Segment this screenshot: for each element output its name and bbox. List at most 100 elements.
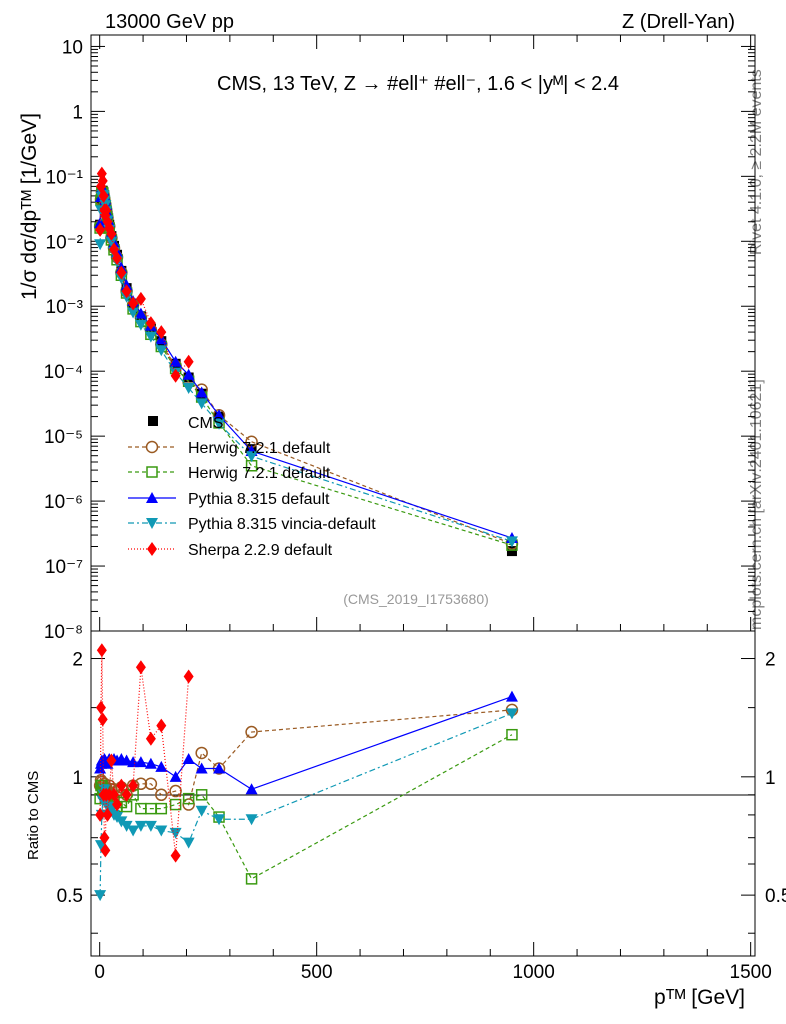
- ratio-data-point: [120, 820, 133, 832]
- ratio-data-point: [182, 837, 195, 849]
- main-data-point: [95, 222, 106, 237]
- legend-marker-cms: [148, 416, 158, 426]
- ratio-data-point: [505, 690, 518, 702]
- ratio-data-point: [144, 777, 158, 791]
- main-y-label: 1/σ dσ/dpᵀᴹ [1/GeV]: [18, 113, 41, 300]
- ratio-data-point: [135, 660, 146, 675]
- main-data-point: [135, 291, 146, 306]
- ratio-data-point: [182, 753, 195, 765]
- ratio-data-point: [95, 700, 106, 715]
- main-data-point: [134, 307, 147, 319]
- legend-label-pythia: Pythia 8.315 default: [188, 491, 330, 508]
- main-data-point: [182, 368, 195, 380]
- x-tick-label: 1500: [730, 962, 772, 983]
- legend-entry-pythia: Pythia 8.315 default: [128, 491, 330, 508]
- ratio-data-point: [245, 814, 258, 826]
- ratio-data-point: [94, 890, 107, 902]
- legend-label-sherpa: Sherpa 2.2.9 default: [188, 542, 333, 559]
- ratio-data-point: [155, 825, 168, 837]
- main-y-tick-label: 10⁻⁵: [44, 427, 83, 448]
- ratio-data-point: [134, 756, 147, 768]
- ratio-data-point: [155, 760, 168, 772]
- ratio-series-line: [99, 734, 513, 880]
- legend: CMS Herwig 7.2.1 default Herwig 7.2.1 de…: [128, 415, 376, 559]
- x-axis-label: pᵀᴹ [GeV]: [654, 986, 745, 1009]
- x-axis: 0 500 1000 1500: [94, 35, 772, 983]
- main-data-point: [144, 331, 157, 343]
- ratio-data-point: [145, 731, 156, 746]
- ratio-y-tick-label: 2: [72, 650, 83, 671]
- ratio-data-point: [245, 783, 258, 795]
- legend-marker-herwig-circle: [145, 440, 159, 454]
- legend-label-herwig-circle: Herwig 7.2.1 default: [188, 440, 331, 457]
- main-y-tick-label: 10⁻⁴: [44, 362, 83, 383]
- main-data-point: [183, 354, 194, 369]
- plot-title: CMS, 13 TeV, Z → #ell⁺ #ell⁻, 1.6 < |yᴹ|…: [217, 73, 619, 95]
- main-y-tick-label: 10⁻¹: [46, 167, 84, 188]
- main-data-point: [128, 296, 139, 311]
- ratio-data-point: [169, 798, 182, 811]
- main-series-line: [99, 173, 190, 377]
- main-data-point: [121, 284, 132, 299]
- main-data-point: [505, 536, 518, 548]
- main-y-tick-label: 10⁻³: [46, 297, 84, 318]
- ratio-y-tick-label: 1: [72, 768, 83, 789]
- main-data-point: [169, 355, 182, 367]
- ratio-data-point: [169, 784, 182, 798]
- main-data-point: [156, 325, 167, 340]
- ratio-data-point: [96, 643, 107, 658]
- ratio-series-1: [94, 728, 518, 885]
- ratio-data-point: [183, 669, 194, 684]
- ratio-series-line: [99, 696, 513, 790]
- ratio-data-point: [127, 825, 140, 837]
- main-y-tick-label: 1: [72, 102, 83, 123]
- legend-marker-pythia-vincia: [146, 518, 158, 529]
- legend-label-herwig-square: Herwig 7.2.1 default: [188, 465, 331, 482]
- ratio-data-point: [195, 789, 208, 801]
- ratio-data-point: [156, 718, 167, 733]
- ratio-data-point: [144, 820, 157, 832]
- main-data-point: [195, 398, 208, 410]
- legend-entry-herwig-circle: Herwig 7.2.1 default: [128, 440, 331, 457]
- ratio-data-point: [109, 787, 120, 802]
- ratio-y-tick-label-right: 1: [765, 768, 776, 789]
- ratio-y-axis: 0.5 0.5 1 1 2 2: [57, 650, 786, 934]
- ratio-data-point: [102, 807, 113, 822]
- rivet-label: Rivet 4.1.0, ≥ 2.2M events: [748, 69, 765, 255]
- main-series-3: [94, 182, 518, 544]
- main-data-point: [134, 319, 147, 331]
- main-data-point: [127, 307, 140, 319]
- ratio-y-tick-label-right: 0.5: [765, 886, 786, 907]
- ratio-data-point: [213, 814, 226, 826]
- legend-label-cms: CMS: [188, 415, 224, 432]
- x-tick-label: 1000: [513, 962, 555, 983]
- ratio-data-point: [155, 802, 168, 815]
- ratio-data-point: [128, 778, 139, 793]
- legend-entry-sherpa: Sherpa 2.2.9 default: [128, 542, 333, 559]
- main-data-point: [106, 226, 117, 241]
- main-data-point: [182, 383, 195, 395]
- legend-entry-herwig-square: Herwig 7.2.1 default: [128, 465, 331, 482]
- ratio-data-point: [112, 797, 123, 812]
- header-left: 13000 GeV pp: [105, 11, 234, 33]
- ratio-plot-frame: [90, 630, 756, 957]
- ratio-data-point: [195, 746, 208, 760]
- ratio-data-point: [121, 787, 132, 802]
- ratio-data-point: [245, 873, 258, 885]
- main-series-group: [93, 166, 519, 557]
- main-series-line: [99, 193, 513, 542]
- ratio-series-2: [94, 690, 518, 795]
- ratio-data-point: [506, 728, 518, 741]
- ratio-series-0: [93, 703, 519, 811]
- ratio-data-point: [213, 762, 226, 774]
- ratio-data-point: [99, 830, 110, 845]
- ratio-data-point: [100, 843, 111, 858]
- ratio-data-point: [195, 805, 208, 817]
- ratio-data-point: [182, 798, 195, 811]
- main-y-tick-label: 10⁻²: [46, 232, 84, 253]
- ratio-data-point: [195, 762, 208, 774]
- main-data-point: [213, 409, 226, 421]
- main-data-point: [94, 239, 107, 251]
- main-data-point: [155, 345, 168, 357]
